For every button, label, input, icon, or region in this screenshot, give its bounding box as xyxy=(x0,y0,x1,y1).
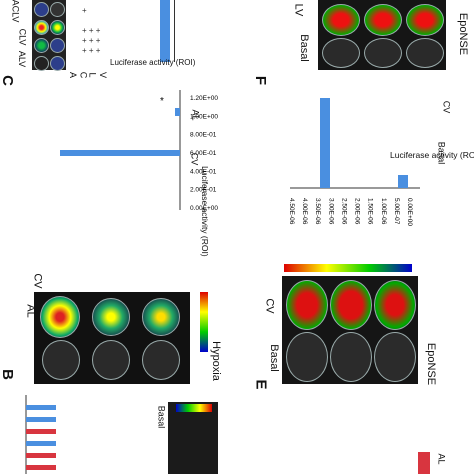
chart-f-ytick: 1.50E-06 xyxy=(367,198,374,225)
sig-al: * xyxy=(160,96,164,107)
panel-letter-e: E xyxy=(252,379,270,390)
panel-letter-c: C xyxy=(0,75,16,86)
plate-label-clv: CLV xyxy=(17,28,28,46)
cat-basal-f: Basal xyxy=(436,141,447,165)
chart-c: * 0.00E+00 2.00E-01 4.00E-01 6.00E-01 8.00E-… xyxy=(60,90,218,212)
plate-image-a-bottom xyxy=(168,402,218,474)
matrix-plus-signs: + + + + + + + + + + xyxy=(82,6,101,55)
lane-basal-e: Basal xyxy=(267,344,280,372)
plate-image-f xyxy=(318,0,446,70)
matrix-row-v: V xyxy=(98,71,109,79)
colorbar-b xyxy=(200,292,208,352)
condition-e: EpoNSE xyxy=(425,342,438,386)
chart-c-ytick: 8.00E-01 xyxy=(190,132,217,139)
chart-f: * 0.00E+005.00E-071.00E-061.50E-062.00E-… xyxy=(290,98,420,226)
lane-cv-b: CV xyxy=(31,273,44,289)
panel-letter-f: F xyxy=(252,75,270,86)
chart-c-ytick: 0.00E+00 xyxy=(190,205,218,212)
condition-b: Hypoxia xyxy=(209,341,222,381)
bar-cv-f xyxy=(320,98,330,188)
cat-cv-f: CV xyxy=(441,100,452,114)
panel-letter-b: B xyxy=(0,369,16,380)
matrix-row-l: L xyxy=(87,72,98,78)
chart-f-ytick: 0.00E+00 xyxy=(406,198,413,226)
chart-f-ytick: 2.00E-06 xyxy=(354,198,361,225)
chart-f-ytick: 4.00E-06 xyxy=(301,198,308,225)
chart-c-ytick: 1.00E+00 xyxy=(190,113,218,120)
plate-image-e xyxy=(282,276,418,384)
chart-f-ytick: 3.50E-06 xyxy=(314,198,321,225)
cat-al: AL xyxy=(190,109,201,121)
cat-cv: CV xyxy=(189,152,200,166)
chart-a xyxy=(25,395,56,474)
mini-chart-ylabel: Luciferase activity (ROI) xyxy=(110,58,196,67)
colorbar-e xyxy=(284,264,412,272)
plate-label-alv: ALV xyxy=(17,50,28,68)
mini-bar xyxy=(160,0,170,62)
lane-cv-e: CV xyxy=(263,298,276,314)
condition-f: EpoNSE xyxy=(457,12,470,56)
chart-f-ylabel: Luciferase activity (ROI) xyxy=(390,150,474,160)
bar-al-bottom xyxy=(418,452,430,474)
lane-al-b: AL xyxy=(24,304,37,318)
cat-al-bottom: AL xyxy=(436,453,447,465)
chart-f-ytick: 2.50E-06 xyxy=(340,198,347,225)
lane-basal-f: Basal xyxy=(297,34,310,62)
mini-chart-c xyxy=(116,0,186,62)
bar-al xyxy=(175,108,180,116)
chart-c-ytick: 2.00E-01 xyxy=(190,187,217,194)
chart-f-ytick: 5.00E-07 xyxy=(393,198,400,225)
chart-f-ytick: 4.50E-06 xyxy=(290,198,295,225)
chart-c-ytick: 6.00E-01 xyxy=(190,150,217,157)
lane-lv-f: LV xyxy=(292,3,305,17)
basal-label-a: Basal xyxy=(156,405,167,429)
plate-thumbnail-c xyxy=(32,0,66,71)
chart-f-ytick: 3.00E-06 xyxy=(327,198,334,225)
plate-label-aclv: ACLV xyxy=(10,0,21,23)
chart-c-ytick: 1.20E+00 xyxy=(190,95,218,102)
bar-cv xyxy=(60,150,180,156)
plate-image-b xyxy=(34,292,190,384)
matrix-row-a: A xyxy=(68,71,79,79)
chart-c-ytick: 4.00E-01 xyxy=(190,168,217,175)
chart-f-ytick: 1.00E-06 xyxy=(380,198,387,225)
colorbar-a xyxy=(176,404,212,412)
bar-basal-f xyxy=(398,175,408,188)
